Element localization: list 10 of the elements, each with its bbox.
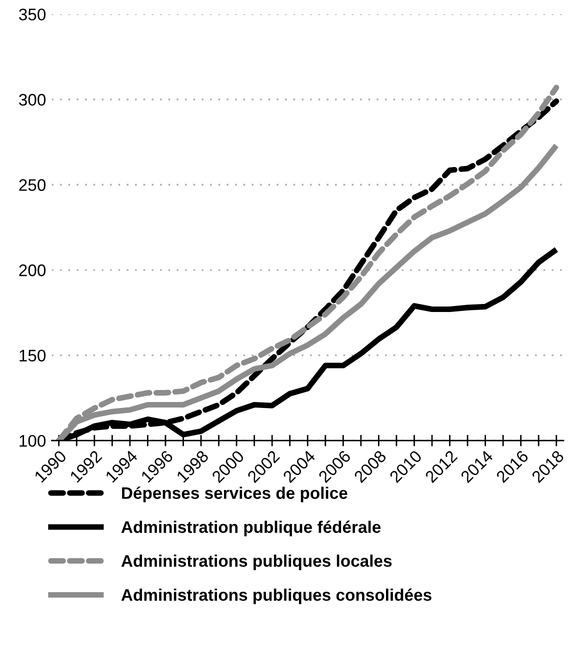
legend-label: Administration publique fédérale [121, 520, 381, 536]
y-tick-label: 350 [19, 8, 46, 20]
legend-label: Administrations publiques locales [121, 554, 392, 570]
y-tick-label: 200 [19, 264, 46, 276]
y-tick-label: 150 [20, 350, 46, 362]
y-tick-label: 100 [20, 434, 46, 447]
y-tick-label: 250 [19, 179, 46, 191]
legend-label: Administrations publiques consolidées [121, 588, 432, 604]
y-tick-label: 300 [19, 94, 46, 106]
legend-label: Dépenses services de police [122, 486, 348, 502]
